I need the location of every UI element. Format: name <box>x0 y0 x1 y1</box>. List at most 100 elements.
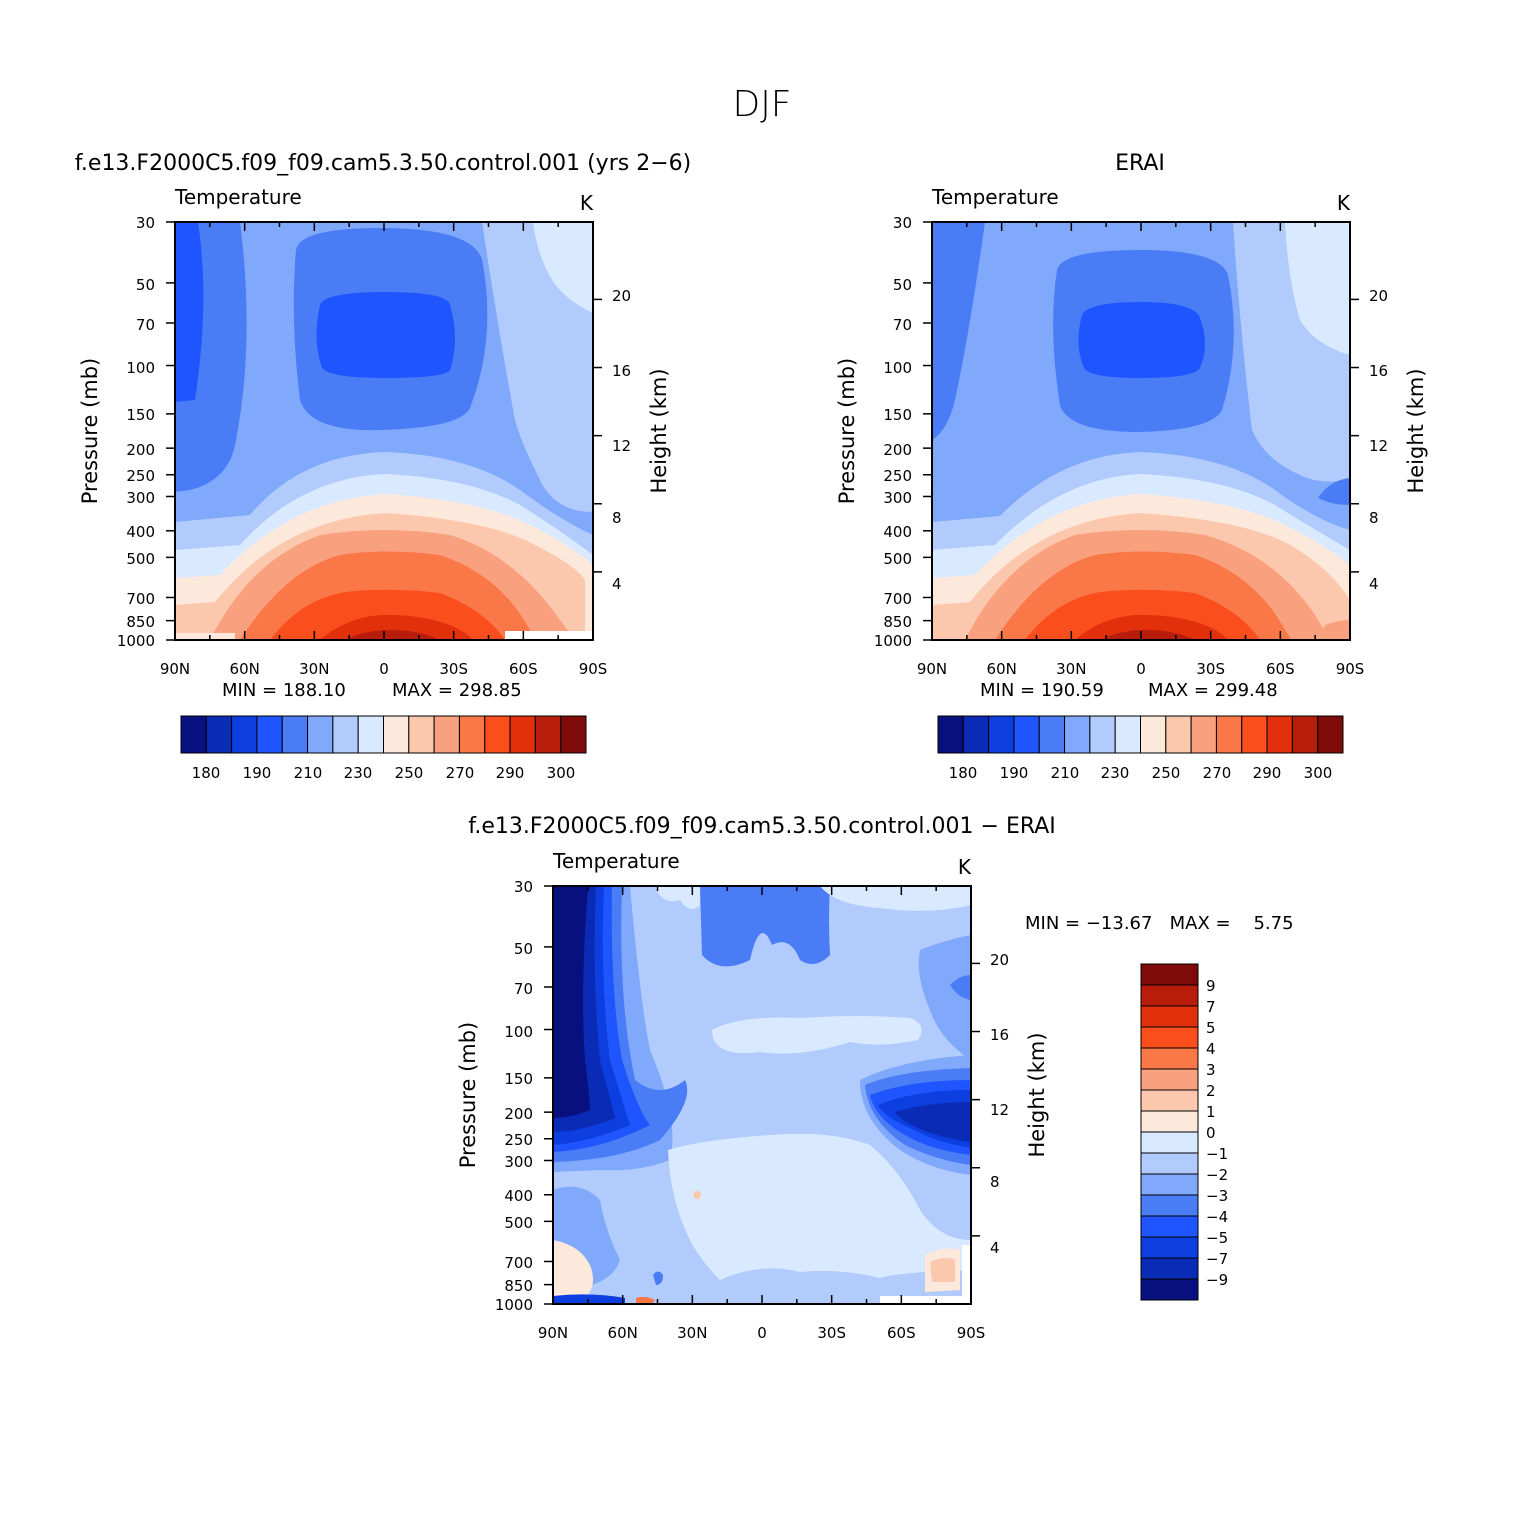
y-axis-label-obs: Pressure (mb) <box>835 358 859 505</box>
y-tick-label: 250 <box>126 467 155 485</box>
y-tick-label: 70 <box>893 316 912 334</box>
min-label-model: MIN = 188.10 <box>222 680 346 701</box>
height-tick-labels-model: 4 8 12 16 20 <box>612 287 631 593</box>
colorbar-swatch <box>256 715 283 754</box>
colorbar-tick-label: 5 <box>1206 1019 1216 1037</box>
y-tick-labels-obs: 30 50 70 100 150 200 250 300 400 500 700… <box>874 214 912 650</box>
contour-fill <box>175 633 235 640</box>
contour-fill <box>533 222 593 313</box>
colorbar-swatch <box>1140 1047 1199 1070</box>
colorbar-swatch <box>1165 715 1192 754</box>
height-tick-label: 12 <box>1369 437 1388 455</box>
colorbar-swatch <box>1038 715 1066 754</box>
colorbar-swatch <box>1140 1236 1199 1259</box>
colorbar-labels-model: 180 190 210 230 250 270 290 300 <box>192 764 576 782</box>
colorbar-swatch <box>1140 984 1199 1007</box>
height-tick-label: 16 <box>612 362 631 380</box>
contour-field-model <box>175 222 593 640</box>
contour-fill <box>950 975 971 1000</box>
y-tick-label: 300 <box>504 1153 533 1171</box>
units-label-model: K <box>580 191 594 215</box>
x-tick-label: 30N <box>1056 660 1086 678</box>
y-axis-label-model: Pressure (mb) <box>78 358 102 505</box>
y-tick-label: 400 <box>504 1187 533 1205</box>
colorbar-labels-diff: 9 7 5 4 3 2 1 0 −1 −2 −3 −4 −5 −7 −9 <box>1206 977 1228 1289</box>
colorbar-swatch <box>1266 715 1293 754</box>
colorbar-swatch <box>1190 715 1217 754</box>
colorbar-swatch <box>1241 715 1268 754</box>
y-tick-label: 50 <box>893 276 912 294</box>
colorbar-tick-label: −4 <box>1206 1208 1228 1226</box>
y-axis-label-right-obs: Height (km) <box>1404 368 1428 493</box>
x-tick-label: 90S <box>957 1324 986 1342</box>
panel-diff: f.e13.F2000C5.f09_f09.cam5.3.50.control.… <box>456 814 1294 1342</box>
y-tick-label: 50 <box>136 276 155 294</box>
colorbar-tick-label: 180 <box>192 764 221 782</box>
height-tick-label: 16 <box>990 1026 1009 1044</box>
panel-model: f.e13.F2000C5.f09_f09.cam5.3.50.control.… <box>75 151 691 782</box>
height-tick-label: 8 <box>612 509 622 527</box>
variable-label-model: Temperature <box>174 185 302 209</box>
height-tick-label: 4 <box>612 575 622 593</box>
colorbar-tick-label: 190 <box>1000 764 1029 782</box>
stats-label-diff: MIN = −13.67 MAX = 5.75 <box>1025 913 1294 934</box>
y-tick-label: 200 <box>504 1105 533 1123</box>
contour-fill <box>1285 222 1350 355</box>
y-tick-label: 30 <box>893 214 912 232</box>
colorbar-swatch <box>937 715 964 754</box>
x-tick-label: 30N <box>677 1324 707 1342</box>
height-tick-labels-diff: 4 8 12 16 20 <box>990 951 1009 1257</box>
y-tick-label: 50 <box>514 940 533 958</box>
colorbar-swatch <box>332 715 359 754</box>
units-label-diff: K <box>958 855 972 879</box>
colorbar-tick-label: 230 <box>1101 764 1130 782</box>
colorbar-tick-label: 7 <box>1206 998 1216 1016</box>
colorbar-swatch <box>534 715 562 754</box>
panel-title-obs: ERAI <box>1115 151 1165 176</box>
colorbar-swatch <box>560 715 587 754</box>
x-tick-label: 60N <box>987 660 1017 678</box>
contour-fill <box>712 1016 922 1054</box>
height-tick-labels-obs: 4 8 12 16 20 <box>1369 287 1388 593</box>
colorbar-tick-label: 2 <box>1206 1082 1216 1100</box>
y-axis-label-diff: Pressure (mb) <box>456 1022 480 1169</box>
colorbar-tick-label: 290 <box>496 764 525 782</box>
colorbar-tick-label: 1 <box>1206 1103 1216 1121</box>
contour-fill <box>655 886 700 909</box>
x-tick-label: 0 <box>1136 660 1146 678</box>
colorbar-swatch <box>1140 1026 1199 1049</box>
contour-fill <box>553 1294 625 1304</box>
colorbar-swatch <box>1291 715 1319 754</box>
min-label-obs: MIN = 190.59 <box>980 680 1104 701</box>
y-tick-label: 70 <box>136 316 155 334</box>
colorbar-swatch <box>988 715 1015 754</box>
y-tick-label: 400 <box>126 523 155 541</box>
colorbar-swatch <box>231 715 258 754</box>
x-tick-label: 90N <box>538 1324 568 1342</box>
colorbar-tick-label: 4 <box>1206 1040 1216 1058</box>
colorbar-swatch <box>205 715 233 754</box>
contour-field-obs <box>932 222 1350 640</box>
y-tick-label: 100 <box>883 359 912 377</box>
colorbar-tick-label: 180 <box>949 764 978 782</box>
panel-title-model: f.e13.F2000C5.f09_f09.cam5.3.50.control.… <box>75 151 691 176</box>
colorbar-swatch <box>383 715 410 754</box>
contour-fill <box>1318 478 1350 505</box>
colorbar-swatch <box>484 715 511 754</box>
y-tick-label: 850 <box>504 1277 533 1295</box>
colorbar-tick-label: 250 <box>395 764 424 782</box>
colorbar-tick-label: 300 <box>547 764 576 782</box>
y-tick-label: 400 <box>883 523 912 541</box>
contour-fill <box>932 222 985 440</box>
height-tick-label: 4 <box>1369 575 1379 593</box>
y-tick-label: 1000 <box>117 632 155 650</box>
tick-marks-obs <box>923 221 1359 641</box>
colorbar-tick-label: 250 <box>1152 764 1181 782</box>
colorbar-swatch <box>1140 1194 1199 1217</box>
missing-data-region <box>962 1245 971 1297</box>
tick-marks-model <box>166 221 602 641</box>
y-tick-label: 250 <box>883 467 912 485</box>
contour-fill <box>1100 630 1195 640</box>
x-tick-label: 60S <box>509 660 538 678</box>
y-tick-label: 850 <box>126 613 155 631</box>
